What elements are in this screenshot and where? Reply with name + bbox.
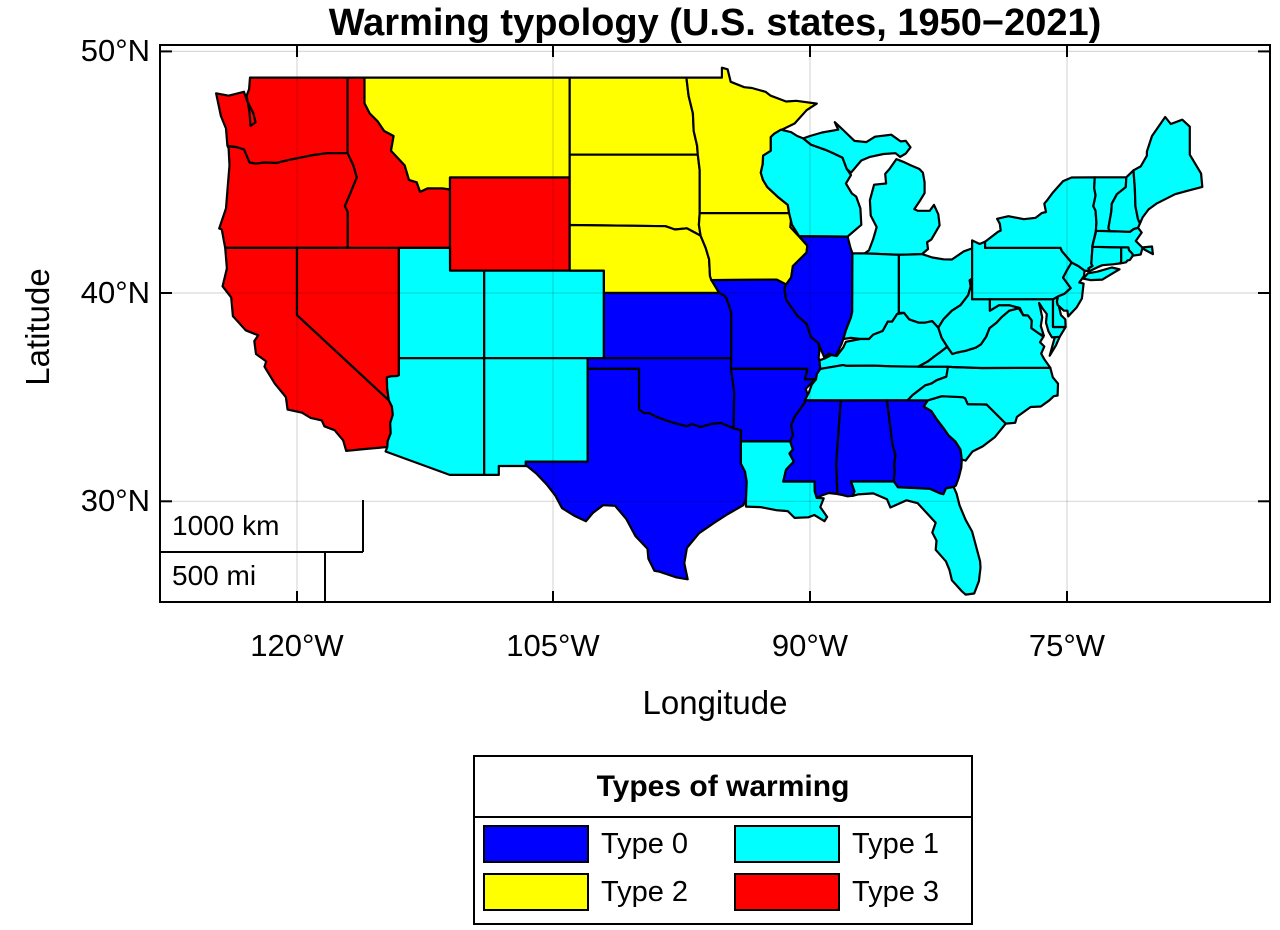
scalebar-km-label: 1000 km xyxy=(172,510,280,541)
state-MI xyxy=(802,121,941,256)
state-MD xyxy=(988,298,1067,339)
states-layer xyxy=(215,66,1204,596)
y-tick-50n: 50°N xyxy=(80,33,150,68)
legend-entry-label: Type 3 xyxy=(852,875,940,908)
map-canvas xyxy=(159,44,1271,603)
chart-title: Warming typology (U.S. states, 1950−2021… xyxy=(328,2,1102,44)
state-SD xyxy=(568,153,702,237)
legend-entry: Type 1 xyxy=(734,824,939,864)
grid-layer xyxy=(160,45,1270,602)
legend-swatch xyxy=(734,825,840,863)
state-AZ xyxy=(384,357,486,476)
state-WY xyxy=(448,176,571,272)
state-OR xyxy=(218,145,358,249)
state-FL xyxy=(849,480,982,596)
x-tick-105w: 105°W xyxy=(506,628,600,663)
x-tick-75w: 75°W xyxy=(1028,628,1106,663)
legend-entry-label: Type 1 xyxy=(852,827,940,860)
y-tick-40n: 40°N xyxy=(80,275,150,310)
y-axis-label: Latitude xyxy=(19,268,56,386)
x-tick-120w: 120°W xyxy=(250,628,344,663)
x-axis-label: Longitude xyxy=(642,684,788,721)
state-ND xyxy=(568,76,699,156)
legend-entry: Type 0 xyxy=(483,824,688,864)
legend-entry-label: Type 2 xyxy=(601,875,689,908)
state-MS xyxy=(782,399,842,499)
state-TX xyxy=(524,367,748,581)
axes-box xyxy=(159,44,1271,603)
state-KS xyxy=(602,291,733,360)
legend-title: Types of warming xyxy=(475,757,971,818)
scalebar xyxy=(161,500,364,602)
axis-ticks xyxy=(161,46,1269,602)
state-ME xyxy=(1132,115,1204,225)
legend-swatch xyxy=(734,873,840,911)
legend-swatch xyxy=(483,825,589,863)
legend-entries: Type 0 Type 1 Type 2 Type 3 xyxy=(475,818,971,921)
state-CO xyxy=(483,269,605,360)
y-tick-30n: 30°N xyxy=(80,483,150,518)
scalebar-mi-label: 500 mi xyxy=(172,560,257,591)
state-NM xyxy=(483,357,589,476)
x-tick-90w: 90°W xyxy=(771,628,849,663)
state-NJ xyxy=(1055,261,1086,318)
legend-entry: Type 2 xyxy=(483,872,688,912)
legend: Types of warming Type 0 Type 1 Type 2 Type … xyxy=(473,755,973,925)
state-NC xyxy=(906,365,1060,425)
legend-entry: Type 3 xyxy=(734,872,939,912)
legend-entry-label: Type 0 xyxy=(601,827,689,860)
state-PA xyxy=(971,239,1073,301)
legend-swatch xyxy=(483,873,589,911)
